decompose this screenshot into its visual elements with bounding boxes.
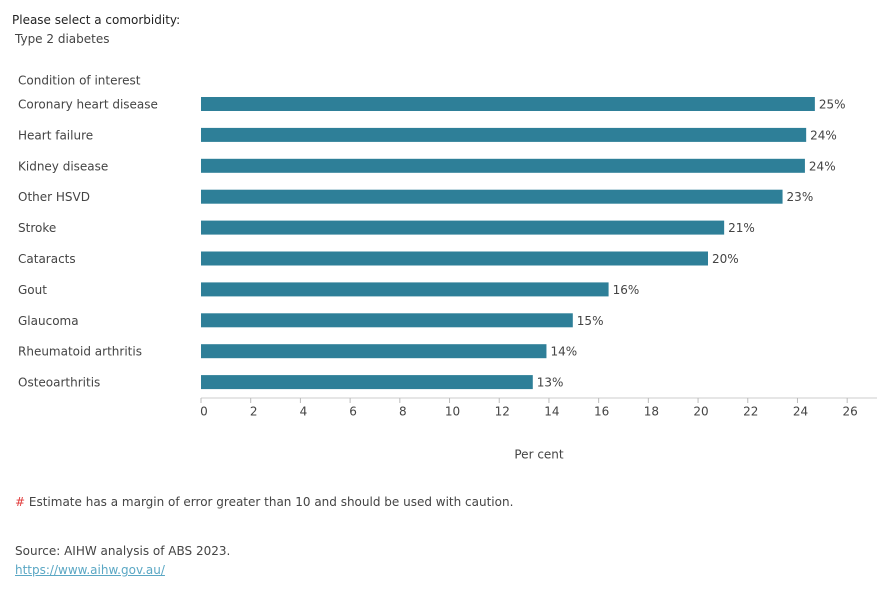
y-tick-label: Heart failure	[18, 128, 93, 142]
source: Source: AIHW analysis of ABS 2023.	[15, 544, 231, 558]
bar	[201, 220, 725, 235]
bar	[201, 375, 533, 390]
y-tick-label: Coronary heart disease	[18, 98, 158, 112]
bar	[201, 158, 805, 173]
filter-label: Please select a comorbidity:	[12, 13, 181, 27]
y-tick-label: Rheumatoid arthritis	[18, 345, 142, 359]
bar	[201, 127, 807, 142]
x-tick-label: 22	[743, 405, 758, 419]
value-label: 15%	[577, 314, 604, 328]
x-tick-label: 20	[693, 405, 708, 419]
value-label: 23%	[787, 190, 814, 204]
bar	[201, 251, 708, 266]
x-tick-label: 16	[594, 405, 609, 419]
y-tick-label: Osteoarthritis	[18, 376, 100, 390]
filter-value[interactable]: Type 2 diabetes	[15, 32, 110, 46]
value-label: 16%	[613, 283, 640, 297]
x-tick-label: 8	[399, 405, 407, 419]
footnote-symbol: #	[15, 495, 26, 509]
x-tick-label: 12	[495, 405, 510, 419]
value-label: 20%	[712, 252, 739, 266]
x-tick-label: 4	[300, 405, 308, 419]
source-link[interactable]: https://www.aihw.gov.au/	[15, 563, 165, 577]
value-label: 21%	[728, 221, 755, 235]
y-tick-label: Stroke	[18, 221, 56, 235]
x-tick-label: 14	[544, 405, 559, 419]
x-tick-label: 10	[445, 405, 460, 419]
value-label: 13%	[537, 376, 564, 390]
bar	[201, 189, 783, 204]
y-tick-label: Kidney disease	[18, 159, 108, 173]
y-tick-label: Glaucoma	[18, 314, 79, 328]
bar	[201, 344, 547, 359]
footnote-text: Estimate has a margin of error greater t…	[28, 495, 514, 509]
x-tick-label: 2	[250, 405, 258, 419]
bar	[201, 313, 573, 328]
x-axis-title: Per cent	[514, 448, 564, 462]
bar	[201, 282, 609, 297]
y-tick-label: Gout	[18, 283, 47, 297]
x-tick-label: 26	[843, 405, 858, 419]
footnote: # Estimate has a margin of error greater…	[15, 495, 513, 509]
chart: Condition of interest Per cent 0 2 4 6 8 10 12…	[18, 74, 877, 462]
x-tick-label: 0	[200, 405, 208, 419]
x-tick-label: 24	[793, 405, 808, 419]
y-axis-title: Condition of interest	[18, 74, 141, 88]
y-tick-label: Cataracts	[18, 252, 76, 266]
value-label: 25%	[819, 98, 846, 112]
value-label: 14%	[550, 345, 577, 359]
y-tick-label: Other HSVD	[18, 190, 90, 204]
value-label: 24%	[809, 159, 836, 173]
x-tick-label: 6	[349, 405, 357, 419]
value-label: 24%	[810, 128, 837, 142]
x-tick-label: 18	[644, 405, 659, 419]
bar	[201, 97, 815, 111]
